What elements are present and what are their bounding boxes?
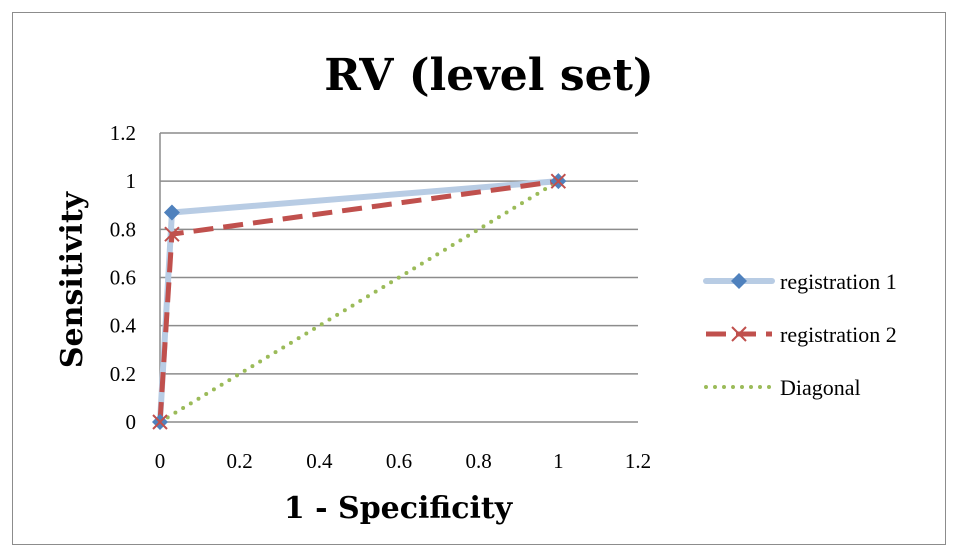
y-tick-label: 0.2 xyxy=(110,362,136,386)
x-tick-label: 0.8 xyxy=(466,449,492,473)
y-tick-label: 0 xyxy=(126,410,137,434)
data-point xyxy=(152,414,168,430)
legend-label: registration 1 xyxy=(780,269,897,294)
y-tick-labels: 0 0.2 0.4 0.6 0.8 1 1.2 xyxy=(110,121,137,434)
grid-lines xyxy=(160,132,638,375)
x-tick-label: 0.2 xyxy=(227,449,253,473)
x-tick-label: 1 xyxy=(553,449,564,473)
series-group xyxy=(152,173,567,430)
x-tick-label: 0.6 xyxy=(386,449,412,473)
series-line-3 xyxy=(158,179,561,424)
x-tick-labels: 0 0.2 0.4 0.6 0.8 1 1.2 xyxy=(155,449,651,473)
x-tick-label: 0.4 xyxy=(306,449,333,473)
x-axis-label: 1 - Specificity xyxy=(284,491,514,526)
legend: registration 1 registration 2 Diagonal xyxy=(703,269,897,400)
legend-label: Diagonal xyxy=(780,375,861,400)
legend-marker xyxy=(731,326,747,342)
y-tick-label: 0.4 xyxy=(110,314,137,338)
y-tick-label: 0.6 xyxy=(110,266,136,290)
data-point xyxy=(164,226,180,242)
chart-title: RV (level set) xyxy=(324,50,653,101)
data-point xyxy=(550,173,567,189)
data-point xyxy=(163,204,180,221)
x-tick-label: 1.2 xyxy=(625,449,651,473)
y-axis-label: Sensitivity xyxy=(55,190,90,368)
y-tick-label: 0.8 xyxy=(110,217,136,241)
y-tick-label: 1 xyxy=(126,169,137,193)
x-tick-label: 0 xyxy=(155,449,166,473)
y-tick-label: 1.2 xyxy=(110,121,136,145)
legend-marker xyxy=(731,273,747,289)
legend-label: registration 2 xyxy=(780,322,897,347)
